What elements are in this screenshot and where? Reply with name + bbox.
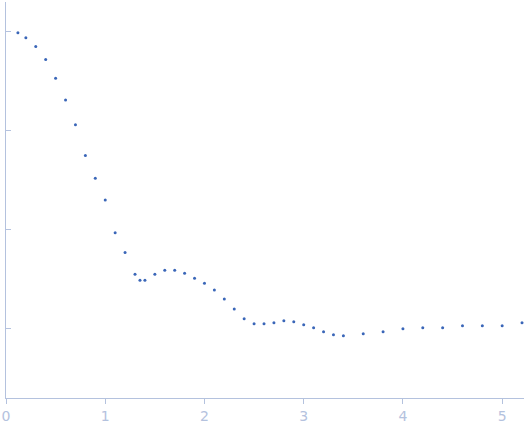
svg-text:1: 1	[101, 408, 110, 424]
svg-text:4: 4	[398, 408, 407, 424]
svg-text:0: 0	[2, 408, 11, 424]
svg-text:2: 2	[200, 408, 209, 424]
svg-text:3: 3	[299, 408, 308, 424]
svg-text:5: 5	[498, 408, 507, 424]
